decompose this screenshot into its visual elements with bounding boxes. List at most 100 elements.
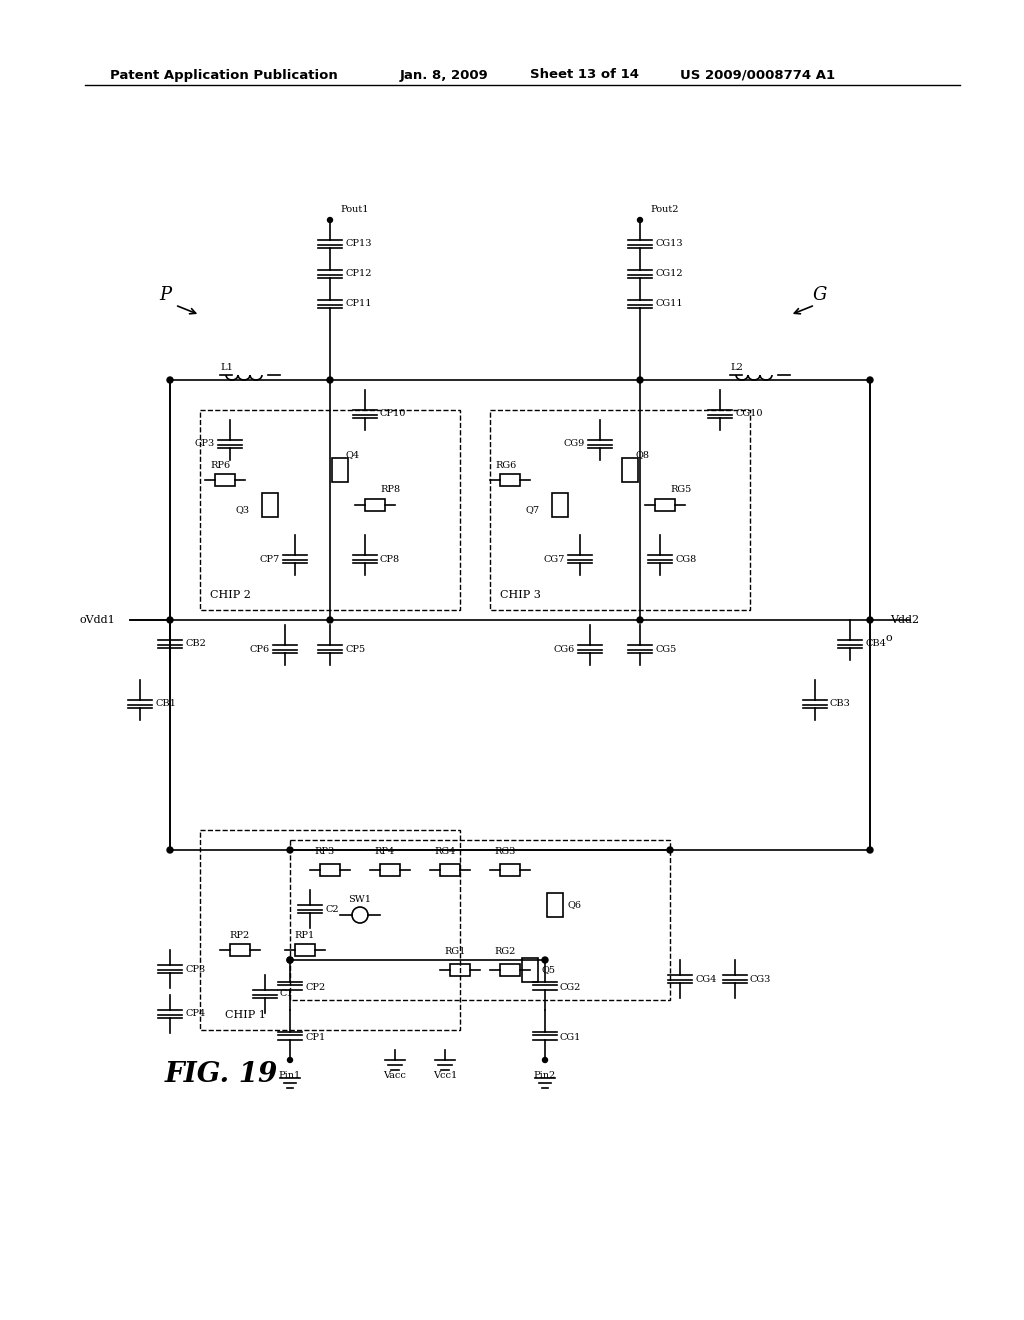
Circle shape: [167, 847, 173, 853]
Text: Q8: Q8: [635, 450, 649, 459]
Text: Q3: Q3: [236, 506, 250, 515]
Text: CB1: CB1: [155, 700, 176, 709]
Text: CP8: CP8: [380, 554, 400, 564]
Text: Pout2: Pout2: [650, 206, 679, 214]
Circle shape: [638, 218, 642, 223]
Text: RP2: RP2: [229, 931, 250, 940]
Text: RG2: RG2: [495, 948, 516, 957]
Text: CP11: CP11: [345, 300, 372, 309]
Bar: [365, 499, 385, 511]
Text: Q6: Q6: [567, 900, 581, 909]
Bar: [552, 492, 568, 517]
Circle shape: [542, 957, 548, 964]
Bar: [500, 474, 520, 486]
Text: CP7: CP7: [260, 554, 280, 564]
Text: RG6: RG6: [495, 461, 516, 470]
Bar: [380, 865, 400, 876]
Bar: [655, 499, 675, 511]
Bar: [200, 830, 460, 1030]
Text: CP13: CP13: [345, 239, 372, 248]
Text: US 2009/0008774 A1: US 2009/0008774 A1: [680, 69, 836, 82]
Text: CP12: CP12: [345, 269, 372, 279]
Text: Pin2: Pin2: [534, 1071, 556, 1080]
Bar: [230, 944, 250, 956]
Text: Jan. 8, 2009: Jan. 8, 2009: [400, 69, 488, 82]
Text: CP2: CP2: [305, 982, 326, 991]
Text: CG6: CG6: [554, 644, 575, 653]
Text: CP3: CP3: [185, 965, 205, 974]
Bar: [262, 492, 278, 517]
Bar: [622, 458, 638, 482]
Text: CP10: CP10: [380, 409, 407, 418]
Text: RG4: RG4: [434, 847, 456, 857]
Text: RG1: RG1: [444, 948, 466, 957]
Bar: [332, 458, 348, 482]
Text: Vdd2: Vdd2: [890, 615, 920, 624]
Text: Pin1: Pin1: [279, 1071, 301, 1080]
Text: CG12: CG12: [655, 269, 683, 279]
Text: RP1: RP1: [295, 931, 315, 940]
Text: CP3: CP3: [195, 440, 215, 449]
Text: RG5: RG5: [670, 486, 691, 495]
Text: Vcc1: Vcc1: [433, 1071, 457, 1080]
Circle shape: [327, 616, 333, 623]
Circle shape: [637, 616, 643, 623]
Bar: [547, 894, 563, 917]
Bar: [319, 865, 340, 876]
Text: CG5: CG5: [655, 644, 676, 653]
Circle shape: [867, 847, 873, 853]
Text: CG9: CG9: [564, 440, 585, 449]
Circle shape: [287, 957, 293, 964]
Circle shape: [287, 847, 293, 853]
Circle shape: [327, 378, 333, 383]
Circle shape: [328, 218, 333, 223]
Text: C1: C1: [280, 990, 294, 998]
Text: CP5: CP5: [345, 644, 366, 653]
Text: G: G: [813, 286, 827, 304]
Bar: [215, 474, 234, 486]
Text: CG7: CG7: [544, 554, 565, 564]
Text: CB4: CB4: [865, 639, 886, 648]
Text: CG1: CG1: [560, 1032, 582, 1041]
Text: RP8: RP8: [380, 486, 400, 495]
Text: RP4: RP4: [375, 847, 395, 857]
Text: Pout1: Pout1: [340, 206, 369, 214]
Text: RG3: RG3: [495, 847, 516, 857]
Circle shape: [543, 1057, 548, 1063]
Text: Q7: Q7: [526, 506, 540, 515]
Text: o: o: [885, 634, 892, 643]
Text: L2: L2: [730, 363, 742, 372]
Circle shape: [167, 378, 173, 383]
Text: RP3: RP3: [314, 847, 335, 857]
Text: SW1: SW1: [348, 895, 372, 904]
Text: CB2: CB2: [185, 639, 206, 648]
Text: CB3: CB3: [830, 700, 851, 709]
Bar: [490, 411, 750, 610]
Circle shape: [667, 847, 673, 853]
Text: CG10: CG10: [735, 409, 763, 418]
Circle shape: [167, 616, 173, 623]
Text: CG2: CG2: [560, 982, 582, 991]
Circle shape: [867, 616, 873, 623]
Bar: [200, 411, 460, 610]
Text: oVdd1: oVdd1: [79, 615, 115, 624]
Text: Patent Application Publication: Patent Application Publication: [110, 69, 338, 82]
Bar: [522, 958, 538, 982]
Text: P: P: [159, 286, 171, 304]
Bar: [450, 964, 470, 975]
Text: CG3: CG3: [750, 974, 771, 983]
Text: Q4: Q4: [345, 450, 359, 459]
Text: Sheet 13 of 14: Sheet 13 of 14: [530, 69, 639, 82]
Text: CG13: CG13: [655, 239, 683, 248]
Bar: [295, 944, 315, 956]
Bar: [500, 964, 520, 975]
Bar: [440, 865, 460, 876]
Text: CHIP 2: CHIP 2: [210, 590, 251, 601]
Text: L1: L1: [220, 363, 232, 372]
Text: CG8: CG8: [675, 554, 696, 564]
Text: Vacc: Vacc: [384, 1071, 407, 1080]
Text: CHIP 3: CHIP 3: [500, 590, 541, 601]
Bar: [500, 865, 520, 876]
Text: CHIP 1: CHIP 1: [225, 1010, 266, 1020]
Circle shape: [287, 957, 293, 964]
